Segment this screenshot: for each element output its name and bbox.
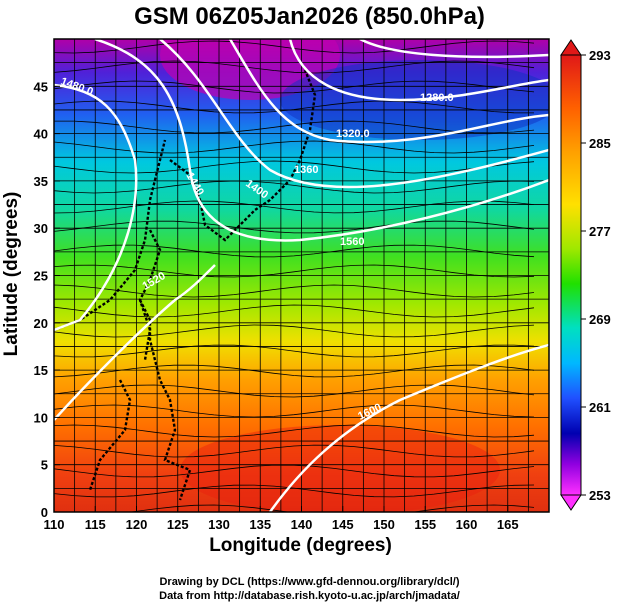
x-axis: 110 115 120 125 130 135 140 145 150 155 160 165 xyxy=(44,506,519,532)
streamline xyxy=(54,404,535,418)
colorbar-tick-label: 261 xyxy=(589,400,611,415)
contour-label: 1320.0 xyxy=(336,128,370,140)
x-tick-label: 135 xyxy=(249,517,271,532)
streamline xyxy=(54,180,535,194)
x-tick-label: 115 xyxy=(85,517,106,532)
streamline xyxy=(54,140,535,154)
y-axis: 0 5 10 15 20 25 30 35 40 45 xyxy=(34,79,60,520)
height-contours xyxy=(54,39,549,512)
colorbar: 293 285 277 269 261 253 xyxy=(560,39,611,511)
y-tick-label: 10 xyxy=(34,410,48,425)
contour-label: 1360 xyxy=(294,164,318,176)
x-tick-label: 110 xyxy=(44,517,65,532)
x-tick-label: 155 xyxy=(414,517,436,532)
streamline xyxy=(54,364,535,378)
y-tick-label: 20 xyxy=(34,316,48,331)
colorbar-tick-label: 285 xyxy=(589,136,611,151)
x-tick-label: 125 xyxy=(167,517,189,532)
colorbar-top-arrow xyxy=(560,39,582,56)
x-tick-label: 150 xyxy=(373,517,395,532)
colorbar-ticks: 293 285 277 269 261 253 xyxy=(581,48,611,503)
colorbar-bottom-arrow xyxy=(560,494,582,511)
credit-line-data: Data from http://database.rish.kyoto-u.a… xyxy=(159,590,460,602)
x-axis-label: Longitude (degrees) xyxy=(209,535,392,556)
streamline xyxy=(54,120,535,134)
chart-title: GSM 06Z05Jan2026 (850.0hPa) xyxy=(134,3,485,30)
y-tick-label: 35 xyxy=(34,174,48,189)
streamline xyxy=(54,384,535,398)
contour-label: 1560 xyxy=(340,236,364,248)
x-tick-label: 165 xyxy=(497,517,519,532)
streamline xyxy=(54,244,535,258)
y-tick-label: 0 xyxy=(41,505,48,520)
y-tick-label: 25 xyxy=(34,269,48,284)
streamline xyxy=(54,60,535,74)
streamline xyxy=(54,424,535,438)
streamline xyxy=(54,304,535,318)
y-tick-label: 5 xyxy=(41,458,48,473)
colorbar-tick-label: 253 xyxy=(589,488,611,503)
streamline xyxy=(54,464,535,478)
streamline xyxy=(54,200,535,214)
credit-line-dcl: Drawing by DCL (https://www.gfd-dennou.o… xyxy=(159,576,460,588)
colorbar-tick-label: 269 xyxy=(589,312,611,327)
streamline xyxy=(54,484,535,498)
streamline xyxy=(54,80,535,94)
contour-label: 1280.0 xyxy=(420,92,454,104)
streamline xyxy=(54,220,535,234)
streamline xyxy=(54,40,535,54)
streamline xyxy=(54,160,535,174)
colorbar-tick-label: 277 xyxy=(589,224,611,239)
colorbar-tick-label: 293 xyxy=(589,48,611,63)
colorbar-scale xyxy=(560,54,582,496)
x-tick-label: 140 xyxy=(291,517,313,532)
streamline xyxy=(54,264,535,278)
streamline xyxy=(54,324,535,338)
x-tick-label: 120 xyxy=(126,517,148,532)
x-tick-label: 145 xyxy=(332,517,354,532)
streamline xyxy=(54,444,535,458)
x-tick-label: 130 xyxy=(208,517,230,532)
y-tick-label: 45 xyxy=(34,79,48,94)
y-tick-label: 15 xyxy=(34,363,48,378)
y-tick-label: 40 xyxy=(34,127,48,142)
lat-lon-grid xyxy=(54,39,549,512)
coastlines xyxy=(54,69,317,501)
y-axis-label: Latitude (degrees) xyxy=(1,191,22,357)
y-tick-label: 30 xyxy=(34,221,48,236)
x-tick-label: 160 xyxy=(456,517,478,532)
streamline xyxy=(54,100,535,114)
